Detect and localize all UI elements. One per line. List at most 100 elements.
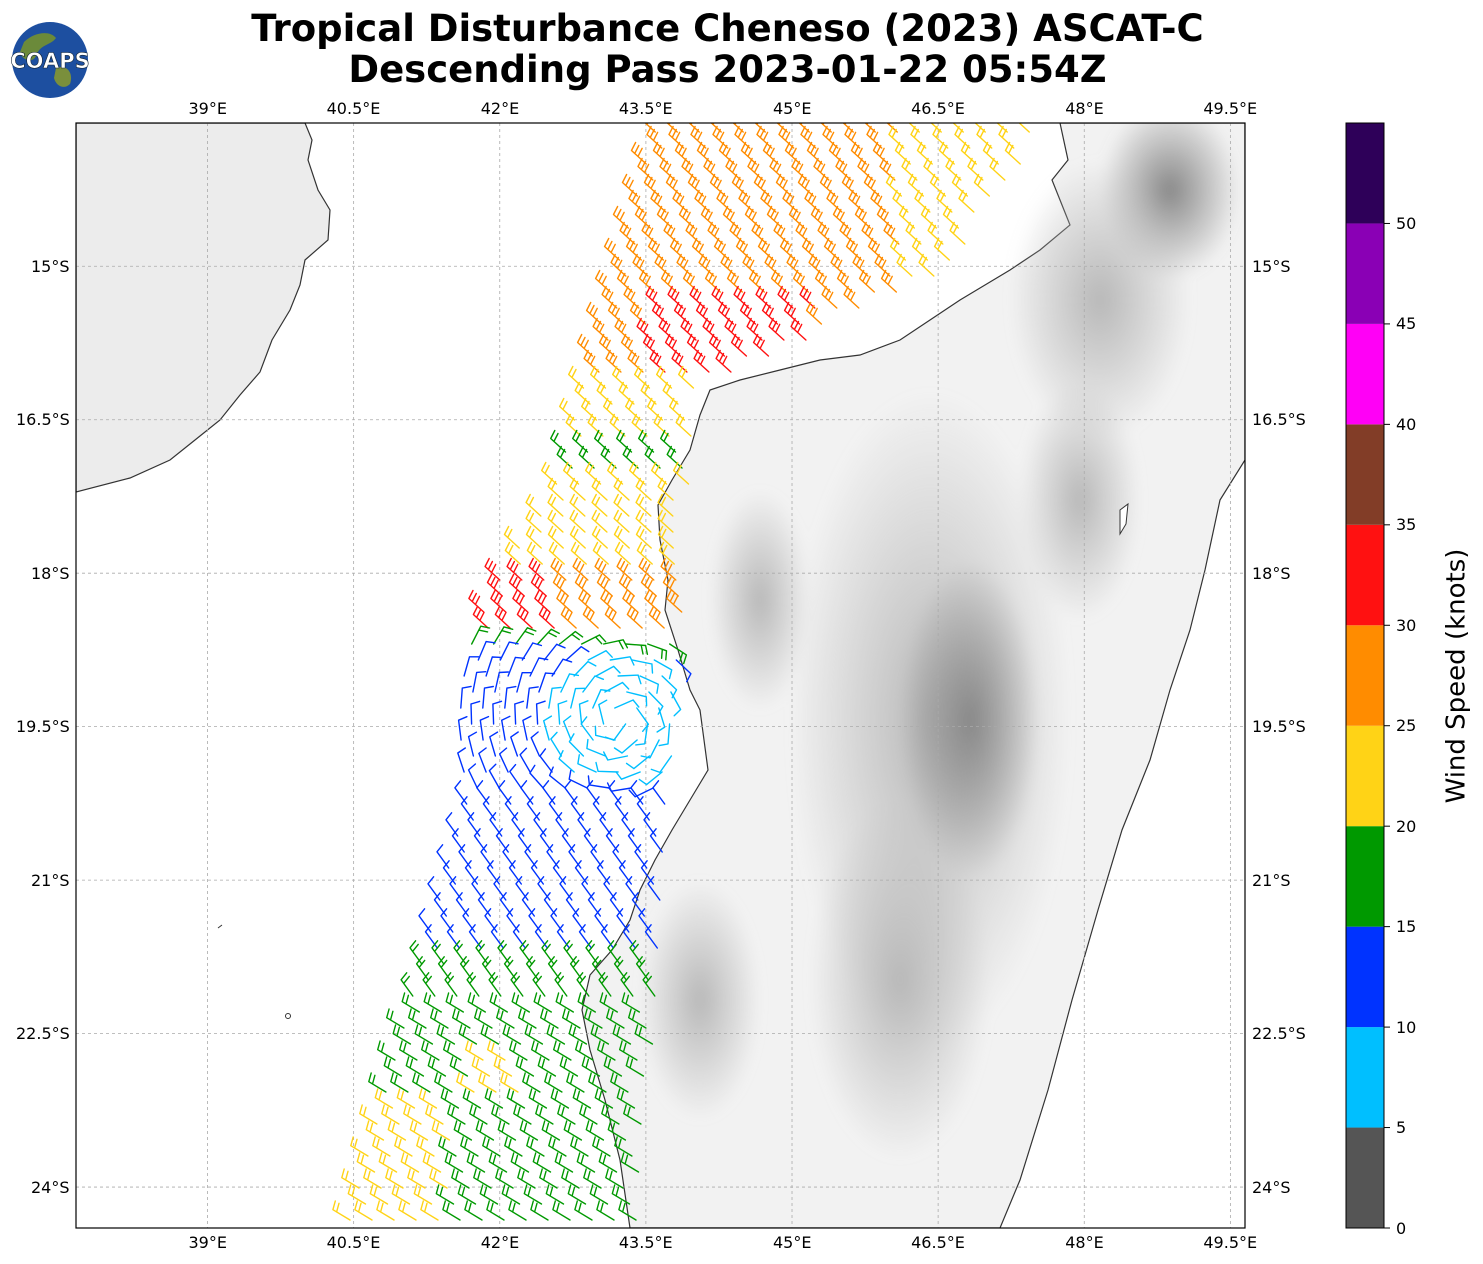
wind-barb	[552, 573, 569, 597]
wind-barb	[864, 123, 876, 133]
wind-barb	[569, 956, 583, 981]
wind-barb	[412, 1072, 431, 1093]
wind-barb	[516, 605, 533, 629]
wind-barb	[625, 876, 639, 901]
wind-barb	[487, 1040, 506, 1061]
wind-barb	[493, 876, 507, 901]
wind-barb	[611, 1184, 631, 1205]
wind-barb	[653, 659, 673, 680]
wind-barb	[368, 1072, 387, 1093]
wind-barb	[442, 1200, 461, 1221]
wind-barb	[634, 205, 651, 229]
wind-barb	[572, 908, 586, 933]
wind-barb	[874, 253, 891, 277]
wind-barb	[658, 723, 671, 747]
wind-barb	[918, 253, 935, 277]
wind-barb	[635, 525, 652, 549]
tick-label: 42°E	[480, 98, 520, 118]
wind-barb	[599, 992, 618, 1013]
wind-barb	[587, 775, 610, 789]
wind-barb	[577, 992, 596, 1013]
wind-barb	[473, 828, 487, 853]
wind-barb	[603, 397, 620, 421]
wind-barb	[613, 739, 638, 754]
wind-barb	[702, 317, 719, 341]
wind-barb	[449, 876, 463, 901]
wind-barb	[976, 125, 993, 149]
wind-barb	[901, 157, 918, 181]
tick-label: 40.5°E	[326, 98, 381, 118]
wind-barb	[662, 573, 679, 597]
colorbar-tick-label: 25	[1396, 716, 1417, 736]
wind-barb	[423, 992, 442, 1013]
wind-barb	[649, 828, 663, 853]
wind-barb	[609, 656, 635, 666]
wind-barb	[698, 253, 715, 277]
wind-barb	[574, 381, 591, 405]
wind-barb	[603, 1056, 623, 1077]
wind-barb	[671, 349, 688, 373]
globe-icon: COAPS	[10, 22, 90, 98]
wind-barb	[587, 413, 604, 437]
wind-barb	[446, 924, 460, 949]
tick-label: 39°E	[188, 98, 227, 118]
wind-barb	[365, 1120, 385, 1141]
wind-barb	[669, 397, 686, 421]
wind-barb	[625, 397, 642, 421]
wind-barb	[694, 189, 711, 213]
wind-barb	[585, 301, 603, 325]
wind-barb	[682, 269, 699, 293]
wind-barb	[777, 285, 794, 309]
wind-barb	[850, 141, 867, 165]
wind-barb	[462, 1088, 482, 1109]
wind-barb	[457, 716, 468, 741]
wind-barb	[613, 956, 627, 981]
wind-barb	[609, 413, 626, 437]
wind-barb	[556, 924, 570, 949]
colorbar-bin	[1346, 323, 1384, 425]
wind-barb	[770, 269, 787, 293]
wind-barb	[823, 237, 840, 261]
wind-barb	[756, 125, 773, 149]
wind-barb	[394, 1136, 413, 1157]
wind-barb	[583, 1168, 602, 1189]
wind-barb	[863, 173, 880, 197]
wind-barb	[623, 1104, 642, 1125]
wind-barb	[590, 365, 607, 389]
wind-barb	[669, 237, 686, 261]
wind-barb	[600, 924, 614, 949]
wind-barb	[577, 754, 597, 773]
wind-barb	[427, 876, 441, 901]
wind-barb	[845, 237, 862, 261]
wind-barb	[544, 1072, 563, 1093]
colorbar-bin	[1346, 424, 1384, 525]
colorbar-label: Wind Speed (knots)	[1440, 548, 1471, 803]
wind-barb	[733, 285, 750, 309]
colorbar-tick-label: 45	[1396, 314, 1417, 334]
wind-barb	[543, 643, 566, 661]
wind-barb	[557, 1104, 576, 1125]
tick-label: 48°E	[1065, 1232, 1104, 1252]
wind-barb	[503, 525, 520, 549]
tick-label: 42°E	[480, 1232, 520, 1252]
wind-barb	[612, 844, 626, 869]
wind-barb	[599, 812, 613, 837]
wind-barb	[675, 659, 692, 683]
wind-barb	[685, 221, 702, 245]
wind-barb	[377, 1040, 396, 1061]
wind-barb	[647, 876, 661, 901]
wind-barb	[958, 189, 975, 213]
wind-barb	[635, 493, 652, 517]
wind-barb	[514, 700, 525, 725]
wind-barb	[742, 253, 759, 277]
wind-barb	[519, 940, 533, 965]
wind-barb	[457, 1184, 477, 1205]
wind-barb	[927, 221, 944, 245]
wind-barb	[678, 205, 695, 229]
wind-barb	[524, 844, 538, 869]
wind-barb	[584, 1008, 603, 1029]
wind-barb	[547, 956, 561, 981]
wind-barb	[594, 1088, 614, 1109]
wind-barb	[629, 461, 646, 485]
wind-barb	[886, 123, 898, 133]
